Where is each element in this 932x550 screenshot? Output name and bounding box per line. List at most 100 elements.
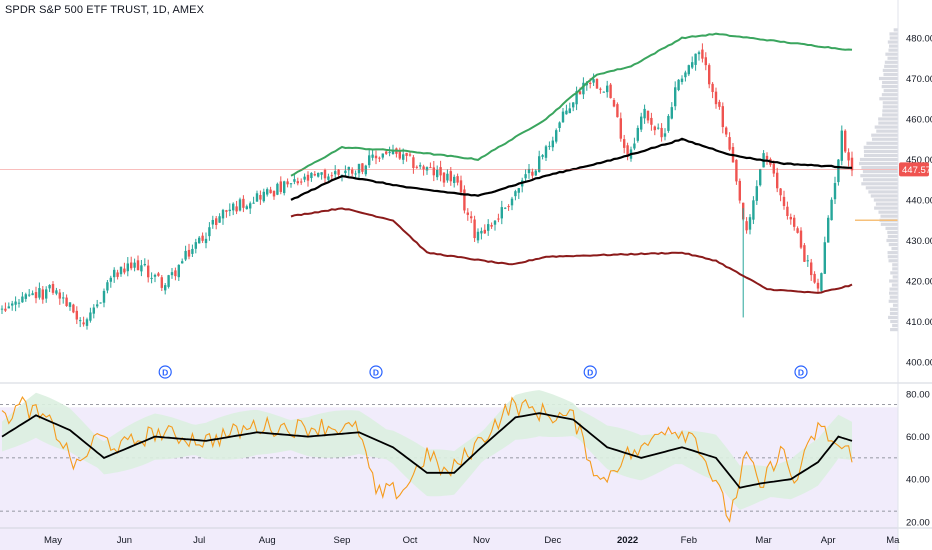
candle-body[interactable] [368,155,371,166]
candle-body[interactable] [38,288,41,298]
candle-body[interactable] [667,115,670,131]
candle-body[interactable] [99,302,102,304]
candle-body[interactable] [704,57,707,66]
candle-body[interactable] [398,151,401,159]
candle-body[interactable] [330,175,333,177]
candle-body[interactable] [786,206,789,217]
candle-body[interactable] [310,172,313,179]
candle-body[interactable] [136,260,140,271]
candle-body[interactable] [684,72,687,78]
candle-body[interactable] [313,174,316,176]
candle-body[interactable] [616,104,619,118]
candle-body[interactable] [561,111,565,123]
candle-body[interactable] [490,224,493,227]
candle-body[interactable] [75,310,78,320]
candle-body[interactable] [497,218,500,220]
candle-body[interactable] [170,272,174,276]
candle-body[interactable] [130,262,133,269]
candle-body[interactable] [249,203,252,209]
candle-body[interactable] [806,260,809,262]
candle-body[interactable] [55,290,58,294]
candle-body[interactable] [813,273,816,283]
candle-body[interactable] [354,173,357,175]
candle-body[interactable] [507,206,510,208]
candle-body[interactable] [150,277,153,279]
candle-body[interactable] [694,53,697,65]
candle-body[interactable] [221,209,225,219]
candle-body[interactable] [847,152,850,161]
candle-body[interactable] [228,209,231,212]
candle-body[interactable] [164,285,167,291]
candle-body[interactable] [405,152,408,156]
candle-body[interactable] [218,216,221,223]
candle-body[interactable] [381,153,384,158]
candle-body[interactable] [820,273,823,291]
candle-body[interactable] [194,242,197,249]
candle-body[interactable] [602,91,605,93]
candle-body[interactable] [89,312,92,321]
candle-body[interactable] [140,265,143,272]
candle-body[interactable] [51,284,55,293]
candle-body[interactable] [850,157,854,171]
candle-body[interactable] [541,155,544,157]
candle-body[interactable] [262,191,265,202]
candle-body[interactable] [439,167,442,176]
candle-body[interactable] [160,277,163,288]
candle-body[interactable] [109,277,112,282]
candle-body[interactable] [677,79,680,91]
candle-body[interactable] [266,189,269,195]
candle-body[interactable] [510,198,514,206]
candle-body[interactable] [697,52,701,55]
candle-body[interactable] [514,191,517,197]
candle-body[interactable] [687,65,690,75]
candle-body[interactable] [181,261,184,264]
candle-body[interactable] [517,188,520,193]
candle-body[interactable] [317,172,320,177]
candle-body[interactable] [191,248,194,254]
candle-body[interactable] [419,165,422,167]
candle-body[interactable] [449,171,452,182]
candle-body[interactable] [626,145,629,157]
candle-body[interactable] [82,322,85,325]
candle-body[interactable] [34,292,38,299]
candle-body[interactable] [72,304,75,313]
candle-body[interactable] [531,171,534,176]
candle-body[interactable] [391,150,395,155]
candle-body[interactable] [320,172,323,175]
candle-body[interactable] [238,199,242,211]
candle-body[interactable] [204,238,208,244]
candle-body[interactable] [337,169,340,175]
candle-body[interactable] [816,282,820,289]
candle-body[interactable] [300,181,303,183]
candle-body[interactable] [31,293,34,296]
candle-body[interactable] [578,91,582,95]
candle-body[interactable] [21,296,24,303]
candle-body[interactable] [718,101,721,107]
candle-body[interactable] [126,263,129,272]
candle-body[interactable] [374,155,378,159]
candle-body[interactable] [789,216,792,220]
candle-body[interactable] [422,166,425,170]
candle-body[interactable] [735,159,738,182]
candle-body[interactable] [293,179,296,182]
candle-body[interactable] [442,172,446,183]
candle-body[interactable] [402,154,405,160]
candle-body[interactable] [306,174,310,181]
dividend-marker[interactable]: D [794,365,808,379]
candle-body[interactable] [41,289,44,300]
candle-body[interactable] [177,264,180,278]
candle-body[interactable] [425,167,429,171]
candle-body[interactable] [538,156,541,172]
dividend-marker[interactable]: D [583,365,597,379]
candle-body[interactable] [833,183,837,200]
candle-body[interactable] [606,85,609,93]
candle-body[interactable] [456,176,459,183]
candle-body[interactable] [776,172,779,189]
candle-body[interactable] [493,220,497,225]
candle-body[interactable] [636,127,639,141]
candle-body[interactable] [799,230,803,248]
candle-body[interactable] [701,49,704,59]
candle-body[interactable] [252,202,255,204]
candle-body[interactable] [476,231,480,241]
